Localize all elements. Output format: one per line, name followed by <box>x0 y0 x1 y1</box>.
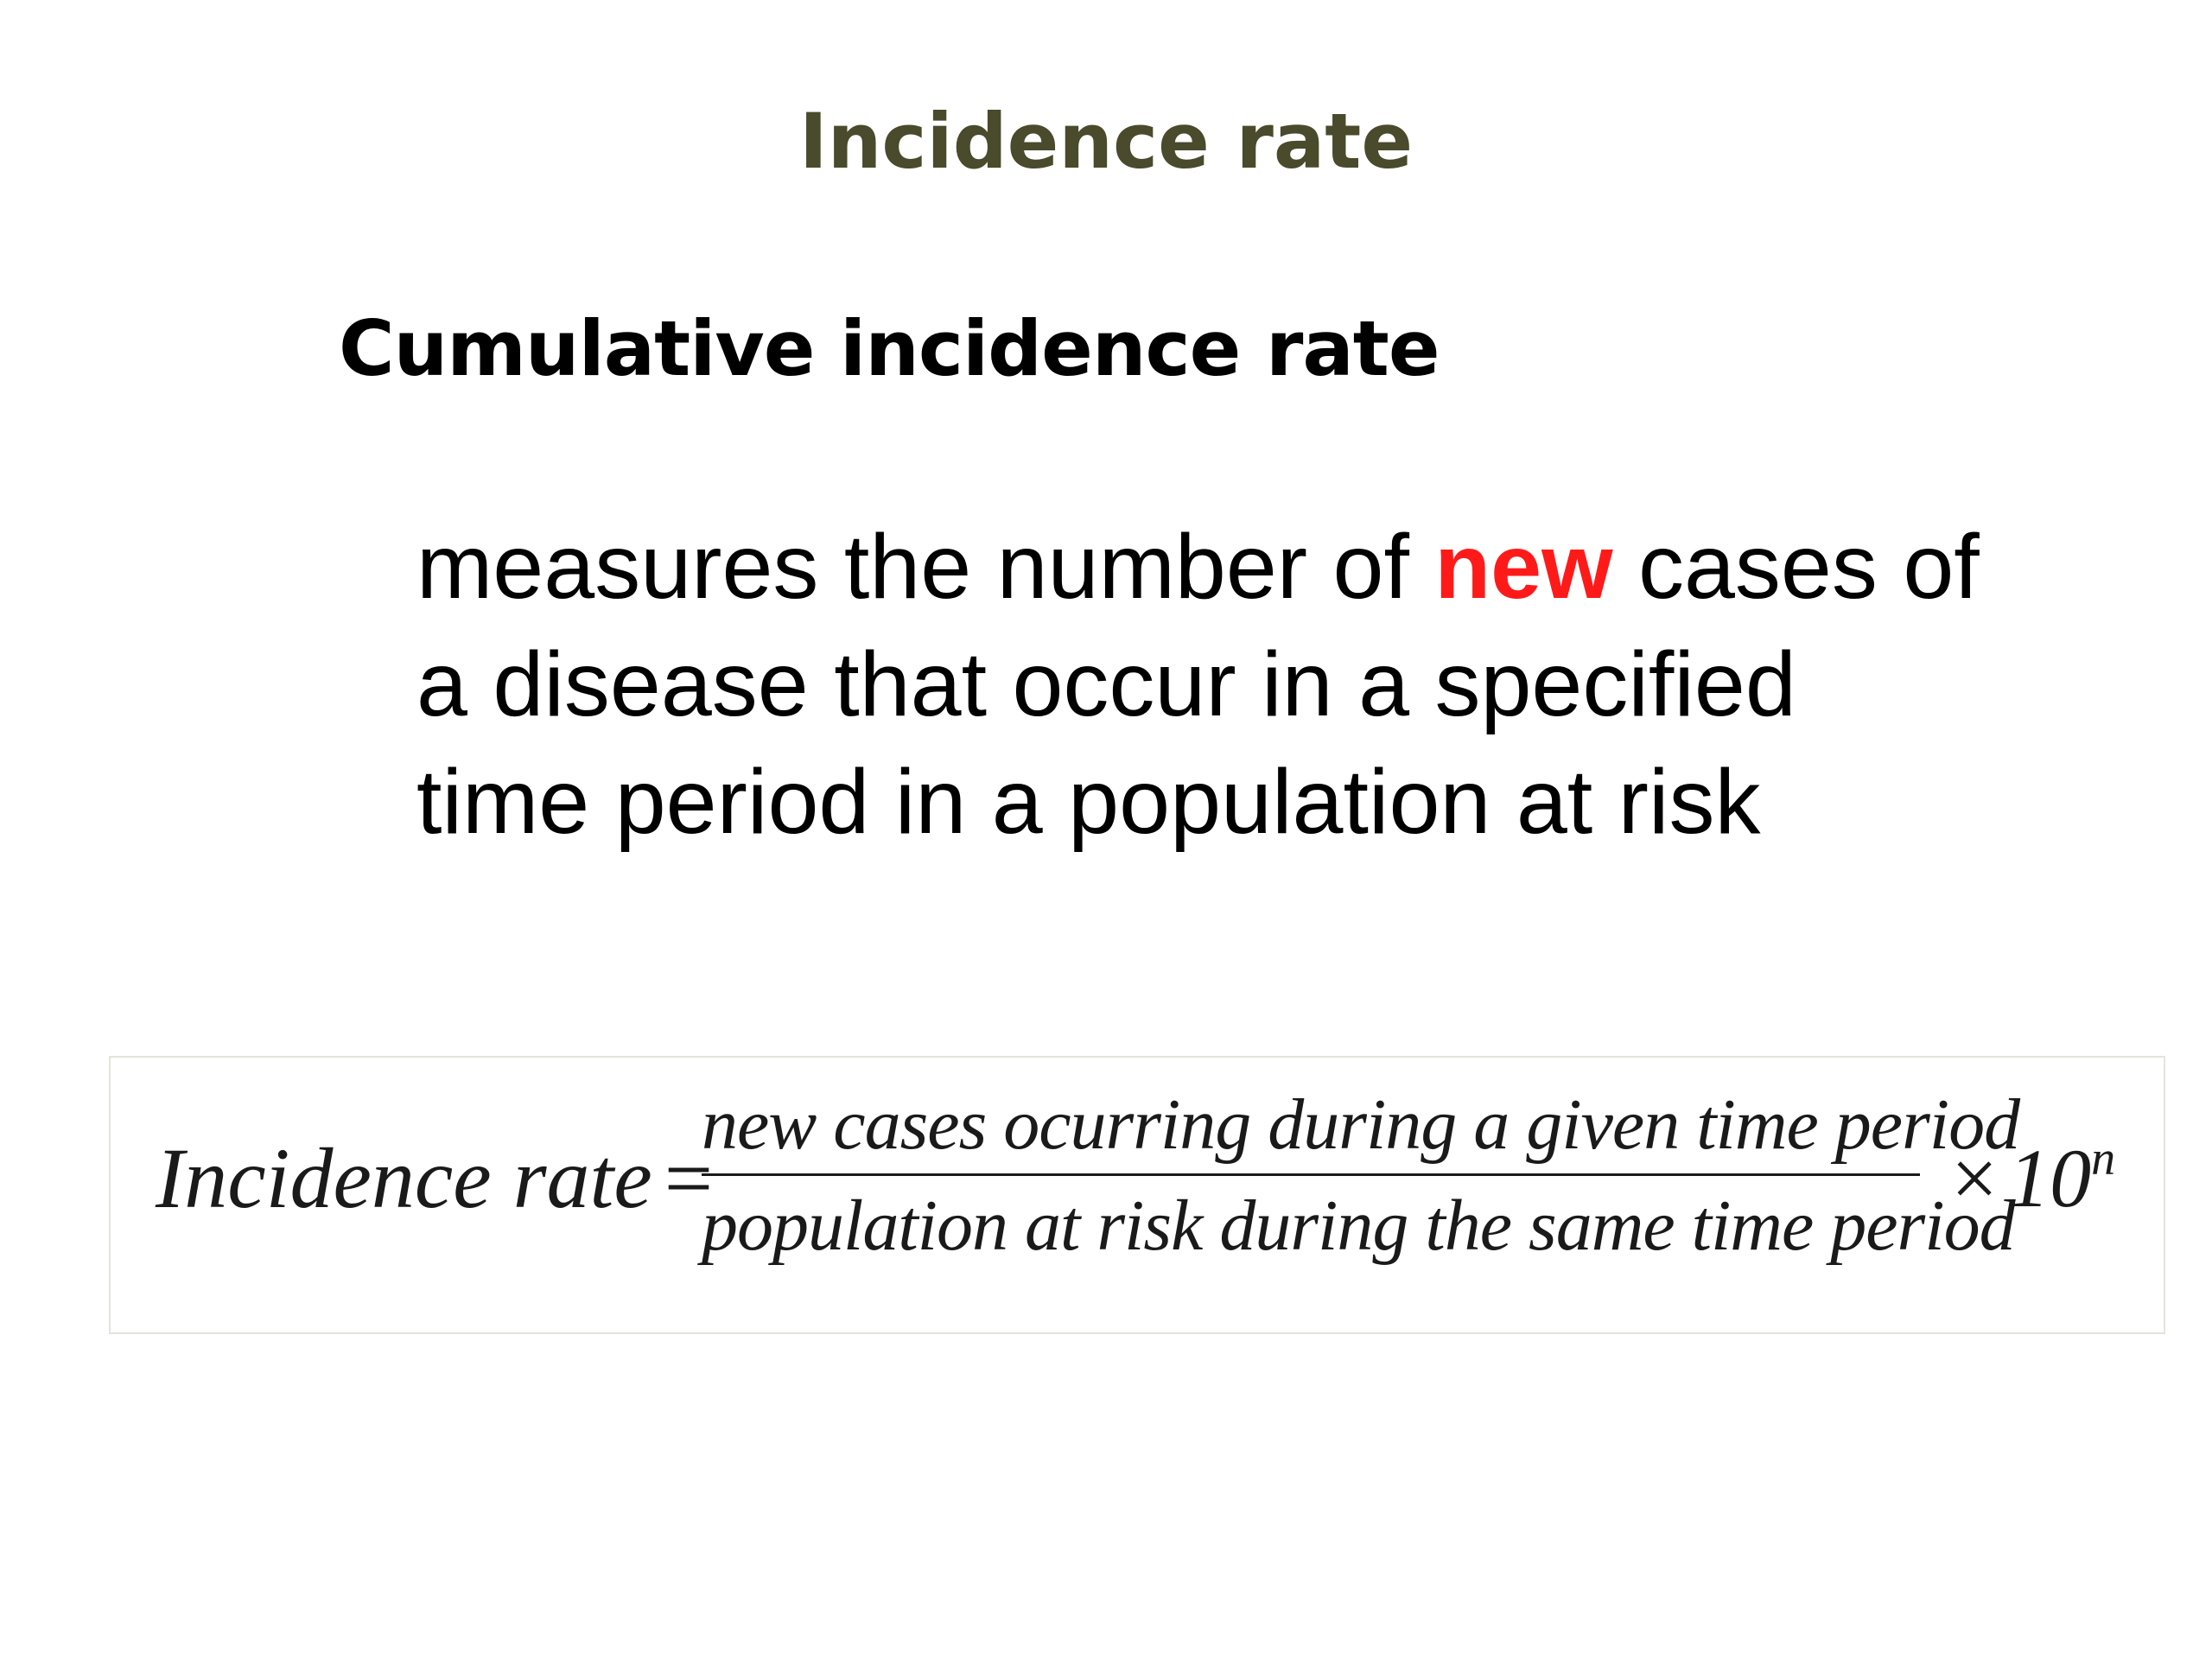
definition-line-2: a disease that occur in a specified <box>416 633 1796 735</box>
definition-text: measures the number of new cases of a di… <box>416 508 2145 861</box>
formula-fraction: new cases ocurring during a given time p… <box>702 1084 2020 1266</box>
fraction-bar <box>702 1173 1920 1176</box>
fraction-numerator: new cases ocurring during a given time p… <box>702 1084 2020 1165</box>
fraction-denominator: population at risk during the same time … <box>702 1185 2016 1266</box>
definition-line-1-start: measures the number of <box>416 516 1435 618</box>
formula-box: Incidence rate = new cases ocurring durin… <box>109 1056 2165 1334</box>
power-base: 10 <box>2008 1132 2092 1224</box>
definition-line-1-end: cases of <box>1612 516 1980 618</box>
highlight-word: new <box>1434 516 1613 618</box>
times-sign: × <box>1951 1132 1999 1224</box>
formula-multiplier: × 10n <box>1951 1135 2115 1220</box>
definition-line-3: time period in a population at risk <box>416 751 1761 853</box>
subheading: Cumulative incidence rate <box>339 304 1440 393</box>
power-exponent: n <box>2091 1132 2116 1185</box>
formula-lhs-label: Incidence rate <box>156 1130 652 1226</box>
formula-lhs: Incidence rate = <box>156 1135 713 1222</box>
slide-title: Incidence rate <box>798 97 1414 186</box>
equals-sign: = <box>664 1130 714 1226</box>
definition-line-1: measures the number of new cases of <box>416 508 2145 626</box>
